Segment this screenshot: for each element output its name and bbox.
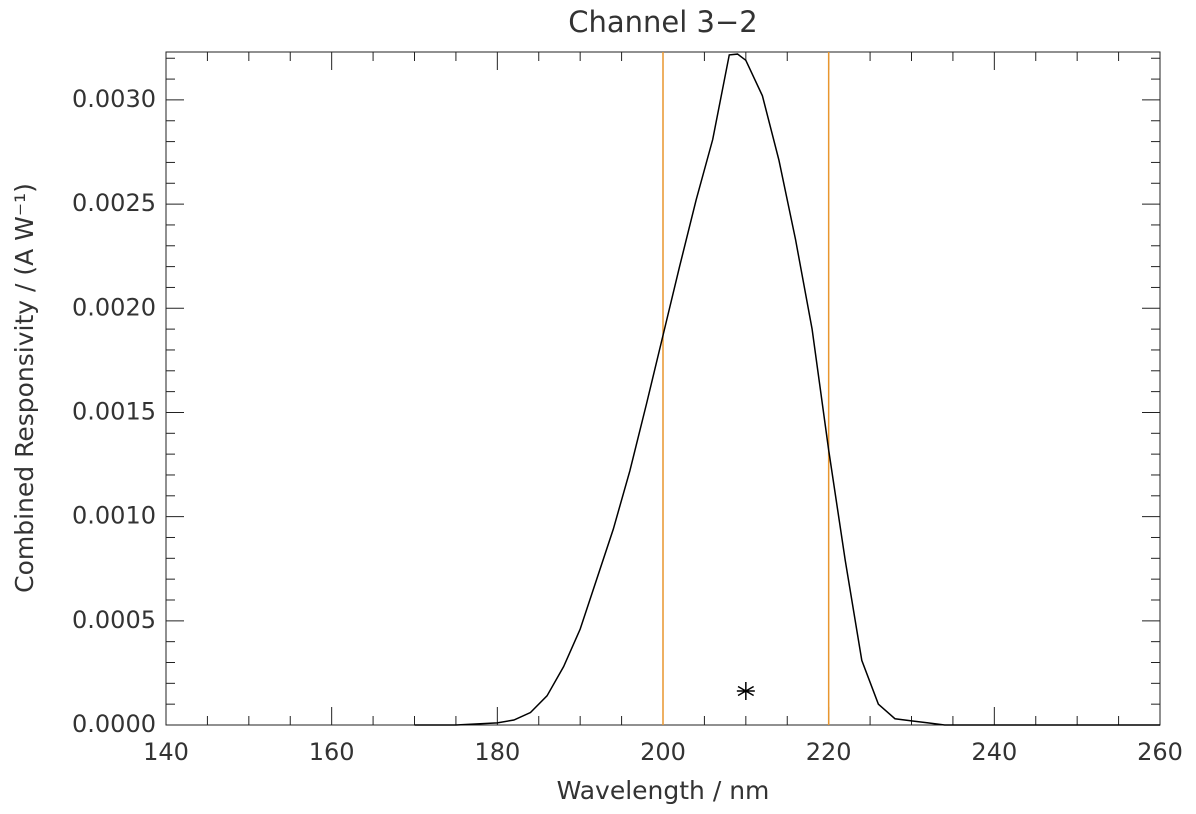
x-tick-label: 260 [1137, 738, 1183, 766]
x-axis-label: Wavelength / nm [557, 776, 770, 805]
x-tick-label: 240 [971, 738, 1017, 766]
x-tick-label: 160 [309, 738, 355, 766]
x-tick-label: 200 [640, 738, 686, 766]
y-axis-label: Combined Responsivity / (A W⁻¹) [10, 183, 39, 593]
chart-title: Channel 3−2 [568, 5, 757, 39]
x-tick-label: 180 [474, 738, 520, 766]
asterisk-marker [736, 682, 755, 701]
y-tick-label: 0.0025 [72, 189, 156, 217]
series-line [414, 53, 1160, 726]
y-tick-label: 0.0005 [72, 606, 156, 634]
y-tick-label: 0.0030 [72, 85, 156, 113]
x-tick-label: 220 [806, 738, 852, 766]
y-tick-label: 0.0015 [72, 397, 156, 425]
y-tick-label: 0.0010 [72, 502, 156, 530]
y-tick-label: 0.0000 [72, 710, 156, 738]
x-tick-label: 140 [143, 738, 189, 766]
y-tick-label: 0.0020 [72, 293, 156, 321]
